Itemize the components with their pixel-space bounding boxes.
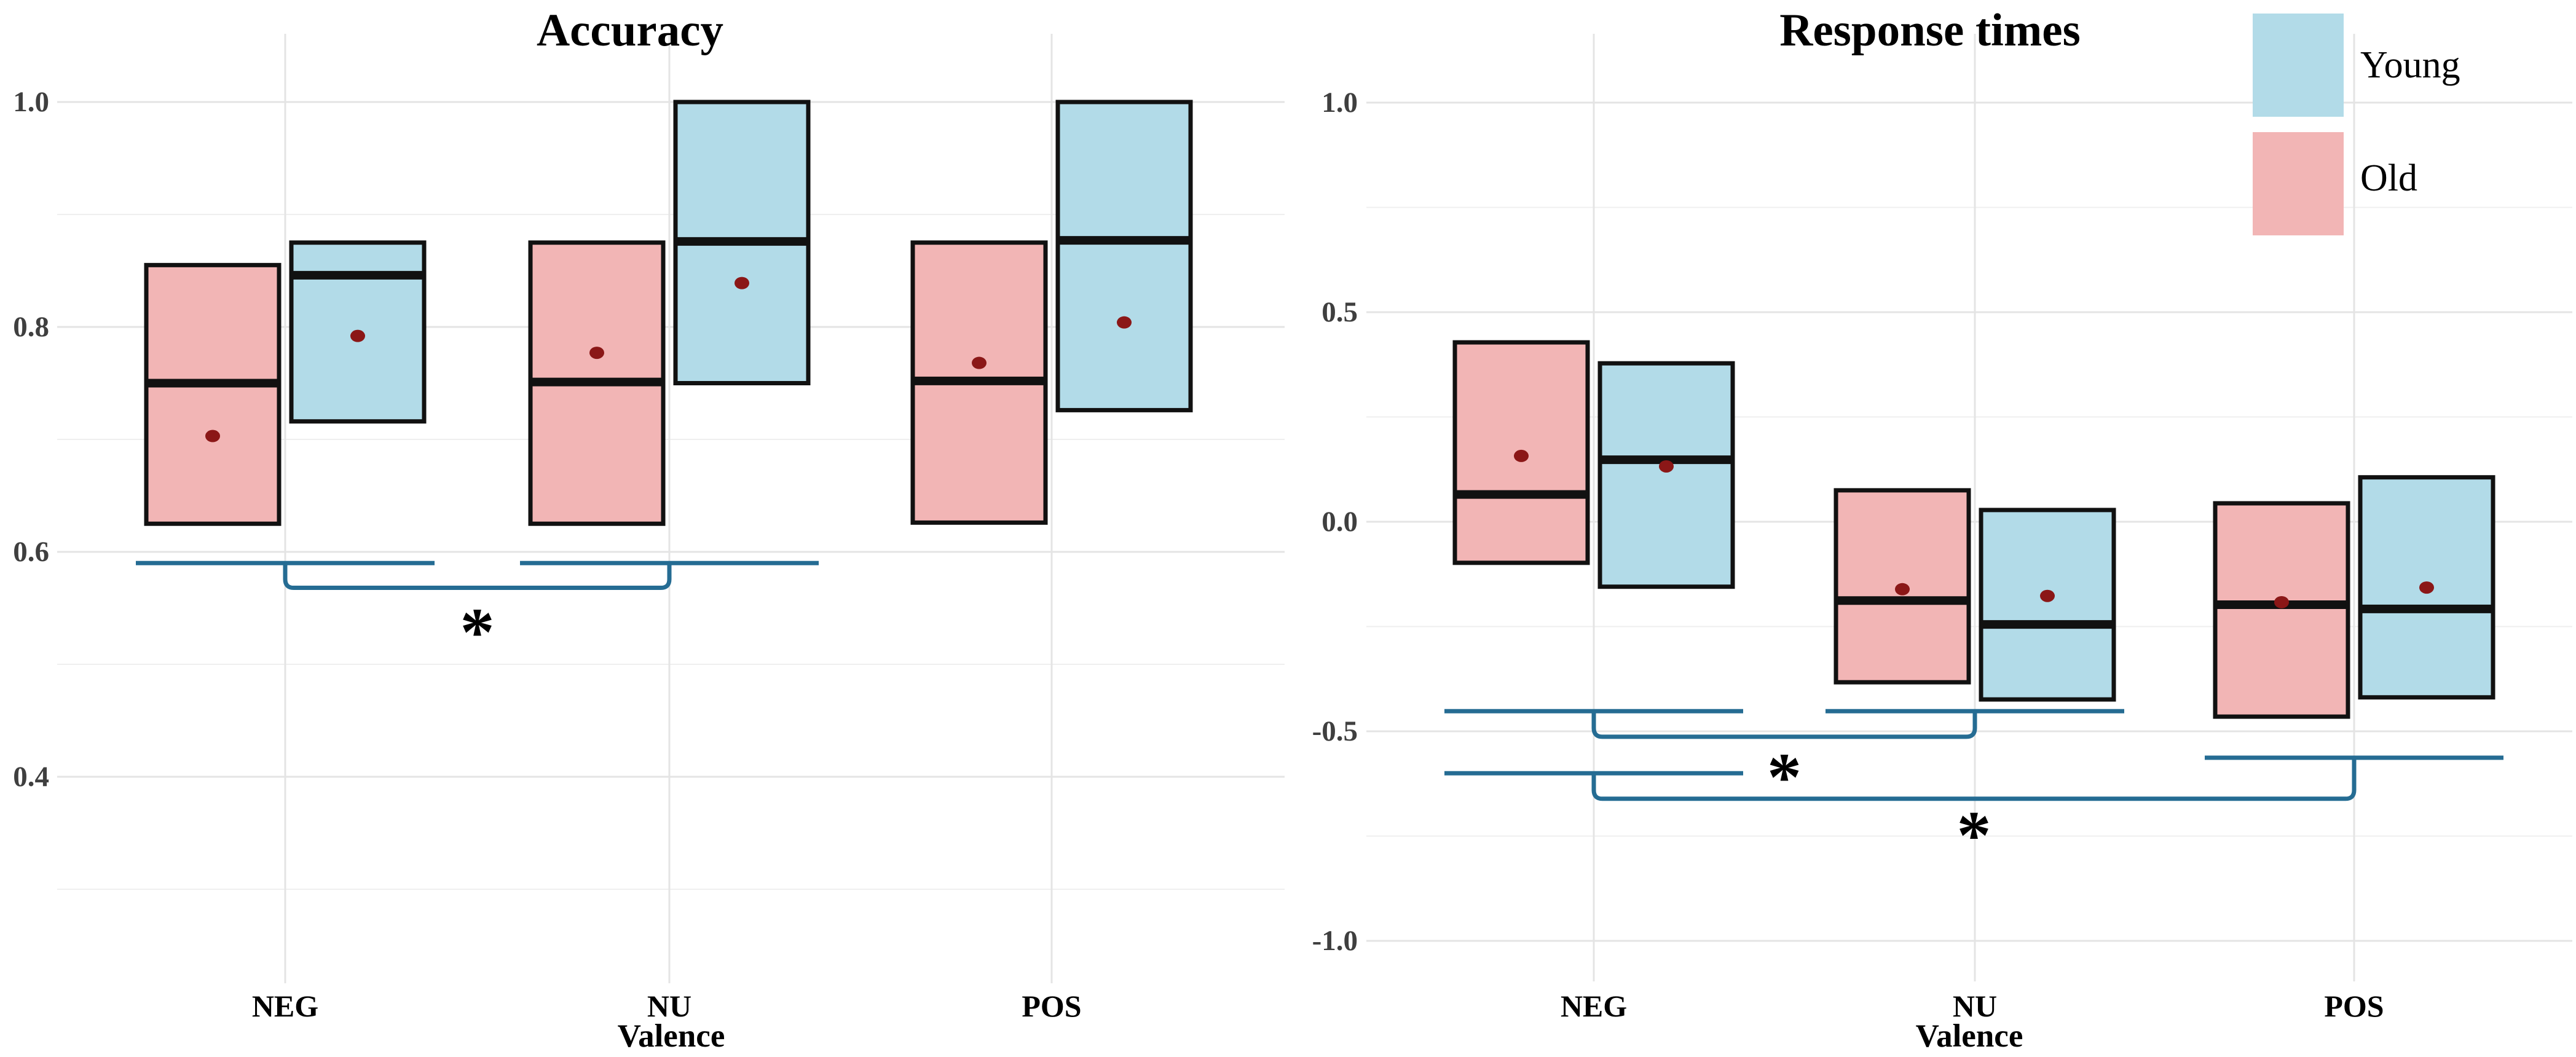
significance-bracket (1591, 711, 1977, 739)
legend-label-old: Old (2360, 157, 2417, 199)
y-tick-label: 0.4 (13, 761, 49, 793)
significance-asterisk: * (460, 594, 495, 670)
mean-dot (1895, 583, 1910, 595)
mean-dot (205, 430, 220, 442)
mean-dot (2419, 581, 2434, 594)
x-category-label: NU (647, 989, 692, 1023)
y-tick-label: 0.5 (1321, 296, 1358, 328)
box-old (144, 262, 282, 526)
mean-dot (972, 356, 987, 369)
y-tick-label: 1.0 (13, 86, 49, 118)
legend-swatch-old (2253, 132, 2344, 235)
significance-asterisk: * (1767, 739, 1802, 815)
x-axis-title-left: Valence (617, 1018, 725, 1054)
box-young (1597, 361, 1735, 589)
mean-dot (1514, 449, 1529, 462)
x-category-label: POS (1022, 989, 1082, 1023)
y-tick-label: 0.0 (1321, 506, 1358, 538)
x-category-label: NEG (251, 989, 319, 1023)
panel-title-accuracy: Accuracy (536, 5, 724, 56)
box-young (1055, 100, 1193, 412)
x-category-label: NEG (1560, 989, 1628, 1023)
box-young (1979, 508, 2116, 702)
mean-dot (1117, 316, 1132, 329)
legend-label-young: Young (2360, 44, 2460, 86)
y-tick-label: -0.5 (1312, 715, 1358, 747)
x-category-label: POS (2324, 989, 2384, 1023)
significance-asterisk: * (1957, 798, 1991, 874)
legend-swatch-young (2253, 14, 2344, 117)
significance-bracket (283, 563, 672, 591)
y-tick-label: 1.0 (1321, 87, 1358, 119)
y-tick-label: -1.0 (1312, 925, 1358, 957)
y-tick-label: 0.8 (13, 311, 49, 343)
panel-title-response-times: Response times (1779, 5, 2081, 56)
mean-dot (589, 347, 604, 360)
mean-dot (2040, 589, 2055, 602)
mean-dot (1659, 460, 1674, 473)
box-old (2213, 501, 2350, 719)
significance-bracket (1591, 757, 2357, 801)
mean-dot (2274, 595, 2289, 608)
y-tick-label: 0.6 (13, 536, 49, 568)
x-category-label: NU (1952, 989, 1998, 1023)
mean-dot (735, 277, 749, 289)
x-axis-title-right: Valence (1915, 1018, 2023, 1054)
mean-dot (350, 329, 365, 342)
